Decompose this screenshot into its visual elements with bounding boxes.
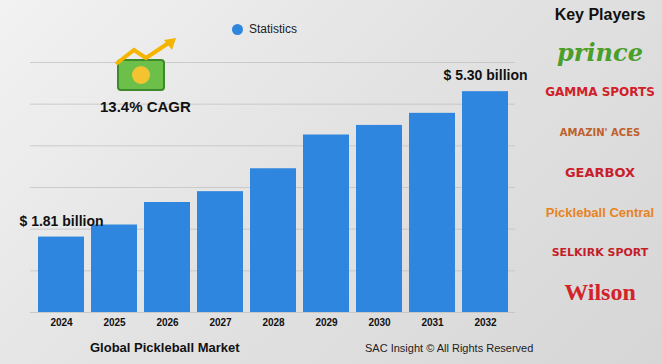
html-text:Statistics: Statistics — [249, 22, 297, 36]
html-text:SELKIRK SPORT: SELKIRK SPORT — [551, 245, 649, 259]
html-text:Key Players: Key Players — [554, 6, 646, 23]
svg-text:2024: 2024 — [50, 317, 73, 328]
svg-text:2032: 2032 — [474, 317, 497, 328]
html-text:SAC Insight © All Rights Reser: SAC Insight © All Rights Reserved — [365, 342, 534, 354]
html-text:Global Pickleball Market: Global Pickleball Market — [90, 340, 240, 355]
svg-text:2026: 2026 — [156, 317, 179, 328]
html-text:13.4% CAGR: 13.4% CAGR — [100, 98, 191, 115]
svg-text:2025: 2025 — [103, 317, 126, 328]
html-text:Wilson: Wilson — [564, 278, 636, 305]
svg-text:$ 1.81 billion: $ 1.81 billion — [19, 213, 103, 229]
html-text:AMAZIN' ACES: AMAZIN' ACES — [559, 126, 641, 138]
html-text:GEARBOX: GEARBOX — [564, 164, 636, 180]
html-text:Pickleball Central: Pickleball Central — [545, 204, 655, 220]
svg-text:2031: 2031 — [421, 317, 444, 328]
html-text:prince: prince — [557, 37, 643, 67]
svg-text:2028: 2028 — [262, 317, 285, 328]
svg-text:$ 5.30 billion: $ 5.30 billion — [443, 67, 527, 83]
svg-text:2030: 2030 — [368, 317, 391, 328]
svg-text:2029: 2029 — [315, 317, 338, 328]
svg-text:2027: 2027 — [209, 317, 232, 328]
html-text:GAMMA SPORTS: GAMMA SPORTS — [545, 85, 655, 99]
